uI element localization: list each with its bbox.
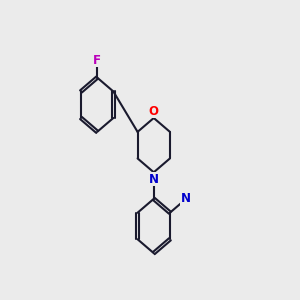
Text: N: N	[149, 173, 159, 186]
Text: N: N	[181, 192, 191, 206]
Text: O: O	[149, 105, 159, 118]
Text: F: F	[93, 54, 101, 67]
